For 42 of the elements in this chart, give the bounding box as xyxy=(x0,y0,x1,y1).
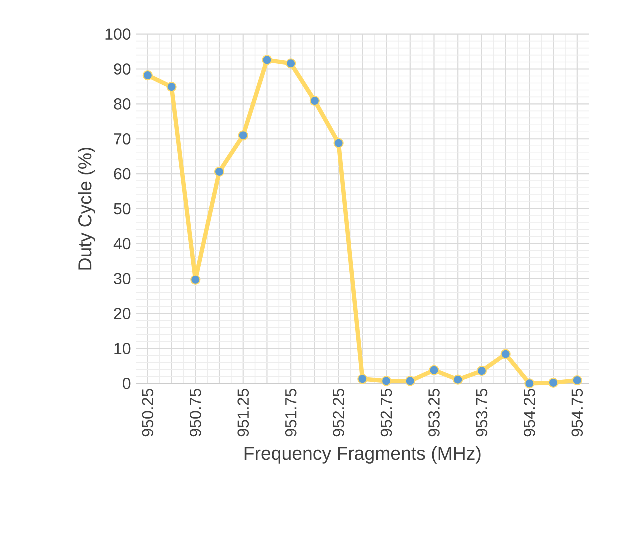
point xyxy=(310,96,320,106)
y-tick-label: 10 xyxy=(114,343,131,354)
y-tick-label: 30 xyxy=(114,273,131,285)
x-tick-label: 954.25 xyxy=(524,389,536,437)
x-tick-label: 950.25 xyxy=(142,389,154,437)
x-tick-label: 953.25 xyxy=(428,389,440,437)
x-tick-label: 953.75 xyxy=(476,389,488,437)
x-tick-label: 951.75 xyxy=(285,389,297,437)
point xyxy=(476,366,488,376)
point xyxy=(286,58,296,69)
point xyxy=(381,376,392,386)
x-tick-label: 954.75 xyxy=(572,389,584,437)
y-tick-label: 20 xyxy=(114,308,131,320)
x-tick-label: 950.75 xyxy=(190,389,202,437)
point xyxy=(214,166,225,178)
y-tick-label: 40 xyxy=(114,238,131,250)
point xyxy=(453,374,464,385)
y-tick-label: 0 xyxy=(123,378,131,390)
point xyxy=(334,138,344,148)
point xyxy=(572,375,582,386)
point xyxy=(358,374,368,384)
y-tick-label: 50 xyxy=(114,203,131,215)
point xyxy=(405,376,416,386)
x-tick-label: 951.25 xyxy=(238,389,250,437)
point xyxy=(500,349,511,360)
y-tick-label: 70 xyxy=(114,133,131,145)
point xyxy=(429,365,440,376)
x-axis-title: Frequency Fragments (MHz) xyxy=(244,446,481,464)
y-tick-label: 90 xyxy=(114,64,131,75)
point xyxy=(262,55,272,66)
point xyxy=(190,274,201,285)
y-tick-label: 100 xyxy=(106,28,131,40)
point xyxy=(142,70,153,81)
y-tick-label: 80 xyxy=(114,98,131,110)
y-axis-title: Duty Cycle (%) xyxy=(78,148,96,270)
point xyxy=(524,378,535,389)
point xyxy=(166,82,177,92)
y-tick-label: 60 xyxy=(114,168,131,180)
x-tick-label: 952.75 xyxy=(380,389,392,437)
point xyxy=(548,378,559,388)
x-tick-label: 952.25 xyxy=(333,389,344,437)
point xyxy=(238,130,248,141)
